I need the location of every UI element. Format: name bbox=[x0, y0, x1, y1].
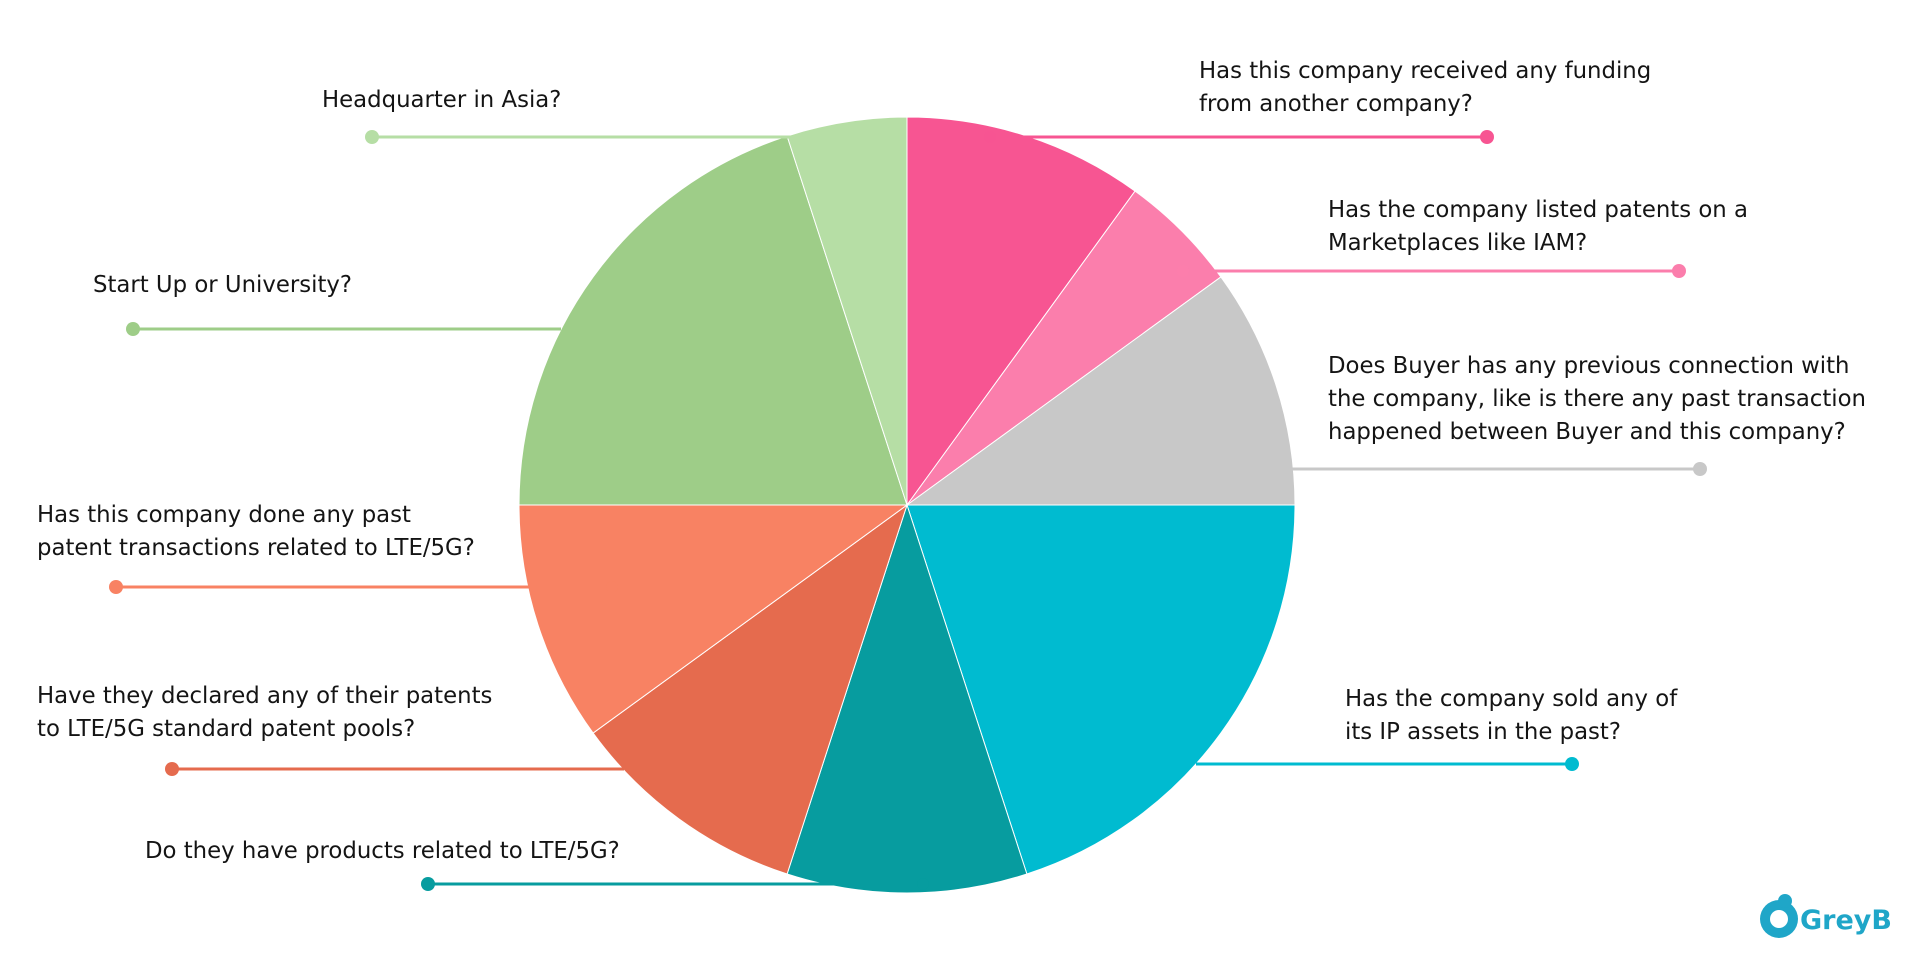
slice-label-7: Has this company done any past patent tra… bbox=[37, 502, 475, 561]
callout-dot-9 bbox=[365, 130, 379, 144]
pie-slice-6 bbox=[592, 503, 908, 875]
slice-label-1-line-1: Has this company received any funding bbox=[1199, 58, 1651, 84]
callout-inner-dot-2 bbox=[1177, 265, 1189, 277]
pie-slice-8 bbox=[518, 135, 908, 506]
callout-dot-3 bbox=[1693, 462, 1707, 476]
callout-dot-1 bbox=[1480, 130, 1494, 144]
slice-label-6-line-2: to LTE/5G standard patent pools? bbox=[37, 716, 415, 742]
slice-label-1: Has this company received any funding fro… bbox=[1199, 58, 1651, 117]
callout-dot-8 bbox=[126, 322, 140, 336]
pie-slices bbox=[518, 116, 1296, 894]
slice-label-2: Has the company listed patents on a Marke… bbox=[1328, 197, 1748, 256]
greyb-bird-icon bbox=[1760, 894, 1798, 938]
slice-label-4: Has the company sold any of its IP assets… bbox=[1345, 686, 1678, 745]
callout-dot-5 bbox=[421, 877, 435, 891]
greyb-logo-text: GreyB bbox=[1800, 905, 1892, 936]
slice-label-8: Start Up or University? bbox=[93, 272, 352, 298]
slice-label-8-line-1: Start Up or University? bbox=[93, 272, 352, 298]
slice-label-1-line-2: from another company? bbox=[1199, 91, 1473, 117]
pie-slice-3 bbox=[905, 276, 1296, 506]
slice-label-6-line-1: Have they declared any of their patents bbox=[37, 683, 492, 709]
slice-label-5: Do they have products related to LTE/5G? bbox=[145, 838, 620, 864]
slice-label-3: Does Buyer has any previous connection w… bbox=[1328, 353, 1866, 445]
pie-slice-4 bbox=[906, 504, 1296, 875]
slice-label-5-line-1: Do they have products related to LTE/5G? bbox=[145, 838, 620, 864]
slice-label-7-line-1: Has this company done any past bbox=[37, 502, 411, 528]
callout-inner-dot-7 bbox=[606, 581, 618, 593]
pie-slice-5 bbox=[786, 503, 1028, 894]
slice-labels: Has this company received any funding fro… bbox=[37, 58, 1866, 864]
callout-lines bbox=[109, 130, 1707, 891]
slice-label-3-line-2: the company, like is there any past tran… bbox=[1328, 386, 1866, 412]
slice-label-3-line-3: happened between Buyer and this company? bbox=[1328, 419, 1846, 445]
callout-dot-6 bbox=[165, 762, 179, 776]
callout-inner-dot-1 bbox=[984, 131, 996, 143]
callout-dot-7 bbox=[109, 580, 123, 594]
callout-dot-2 bbox=[1672, 264, 1686, 278]
slice-label-2-line-2: Marketplaces like IAM? bbox=[1328, 230, 1587, 256]
slice-label-9: Headquarter in Asia? bbox=[322, 87, 561, 113]
slice-label-9-line-1: Headquarter in Asia? bbox=[322, 87, 561, 113]
slice-label-4-line-2: its IP assets in the past? bbox=[1345, 719, 1621, 745]
slice-label-6: Have they declared any of their patents t… bbox=[37, 683, 492, 742]
slice-label-2-line-1: Has the company listed patents on a bbox=[1328, 197, 1748, 223]
callout-inner-dot-5 bbox=[917, 878, 929, 890]
callout-dot-4 bbox=[1565, 757, 1579, 771]
slice-label-4-line-1: Has the company sold any of bbox=[1345, 686, 1678, 712]
slice-label-7-line-2: patent transactions related to LTE/5G? bbox=[37, 535, 475, 561]
greyb-logo: GreyB bbox=[1760, 894, 1892, 938]
slice-label-3-line-1: Does Buyer has any previous connection w… bbox=[1328, 353, 1850, 379]
pie-slice-7 bbox=[518, 504, 909, 734]
